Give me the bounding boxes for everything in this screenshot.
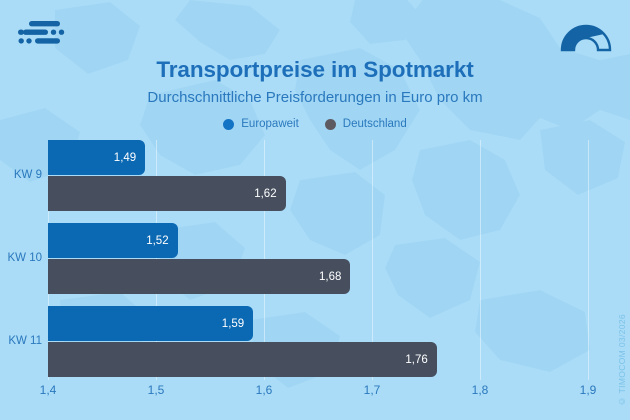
bar-group: KW 9 1,49 1,62 — [0, 140, 630, 223]
x-axis-tick-label: 1,8 — [471, 383, 489, 397]
bar-value-label: 1,49 — [113, 151, 137, 164]
x-axis-tick-label: 1,6 — [255, 383, 273, 397]
bar-deutschland-kw-9[interactable]: 1,62 — [48, 176, 286, 211]
category-label-kw-9: KW 9 — [13, 169, 42, 181]
bar-group: KW 10 1,52 1,68 — [0, 223, 630, 306]
chart-legend: Europaweit Deutschland — [0, 118, 630, 130]
legend-label-deutschland: Deutschland — [342, 118, 407, 130]
bar-value-label: 1,76 — [405, 353, 428, 366]
credit-text: © TIMOCOM 03/2026 — [617, 313, 627, 406]
category-label-kw-10: KW 10 — [7, 252, 42, 264]
bar-europaweit-kw-9[interactable]: 1,49 — [48, 140, 146, 175]
bar-deutschland-kw-11[interactable]: 1,76 — [48, 342, 437, 377]
bar-value-label: 1,59 — [221, 317, 245, 330]
bar-europaweit-kw-10[interactable]: 1,52 — [48, 223, 178, 258]
plot-area: KW 9 1,49 1,62 KW 10 1,52 1,68 KW 11 1,59 1,76 — [0, 140, 630, 380]
chart-title: Transportpreise im Spotmarkt — [156, 57, 474, 82]
bar-europaweit-kw-11[interactable]: 1,59 — [48, 306, 254, 341]
bar-group: KW 11 1,59 1,76 — [0, 306, 630, 389]
gridline — [588, 140, 589, 380]
bar-value-label: 1,68 — [319, 270, 342, 283]
legend-item-deutschland[interactable]: Deutschland — [324, 118, 407, 130]
x-axis-tick-label: 1,5 — [147, 383, 165, 397]
x-axis-tick-label: 1,4 — [39, 383, 57, 397]
timocom-bars-logo — [18, 21, 65, 44]
gauge-logo — [560, 24, 612, 52]
legend-dot-icon-europaweit — [223, 118, 235, 130]
legend-label-europaweit: Europaweit — [241, 118, 299, 130]
x-axis-tick-label: 1,9 — [579, 383, 597, 397]
x-axis: 1,4 1,5 1,6 1,7 1,8 1,9 — [0, 380, 630, 404]
gridline — [372, 140, 373, 380]
gridline — [480, 140, 481, 380]
bar-value-label: 1,62 — [254, 187, 277, 200]
bar-deutschland-kw-10[interactable]: 1,68 — [48, 259, 351, 294]
category-label-kw-11: KW 11 — [8, 335, 42, 347]
legend-dot-icon-deutschland — [324, 118, 336, 130]
x-axis-tick-label: 1,7 — [363, 383, 381, 397]
legend-item-europaweit[interactable]: Europaweit — [223, 118, 299, 130]
bar-value-label: 1,52 — [146, 234, 169, 247]
chart-subtitle: Durchschnittliche Preisforderungen in Eu… — [147, 89, 483, 106]
